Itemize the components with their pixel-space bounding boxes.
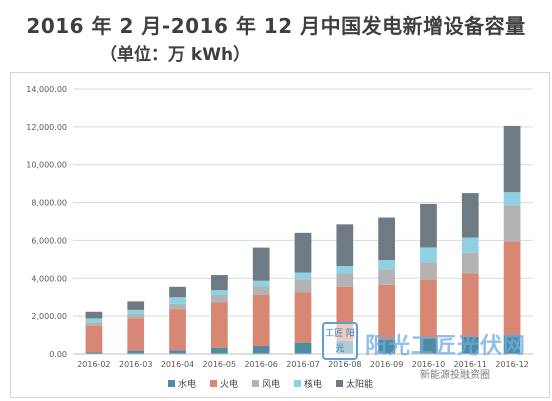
legend-swatch	[294, 380, 301, 387]
bar-segment	[503, 205, 521, 242]
bar-segment	[85, 318, 103, 323]
bar-segment	[294, 279, 312, 293]
bar-segment	[461, 252, 479, 274]
legend-swatch	[252, 380, 259, 387]
x-tick-label: 2016-02	[77, 360, 110, 369]
y-tick-label: 14,000.00	[26, 85, 67, 94]
bar-segment	[252, 346, 270, 354]
y-tick-label: 12,000.00	[26, 123, 67, 132]
legend-label: 水电	[178, 378, 196, 390]
bar-segment	[503, 335, 521, 354]
bar-segment	[294, 292, 312, 343]
bar-segment	[127, 301, 145, 310]
bar-segment	[420, 262, 437, 280]
bar-segment	[127, 318, 145, 351]
bar-segment	[169, 297, 186, 304]
bar-segment	[85, 322, 103, 326]
x-tick-label: 2016-05	[203, 360, 236, 369]
bar-segment	[211, 275, 228, 291]
legend-label: 核电	[304, 378, 322, 390]
bar-segment	[252, 286, 270, 295]
bar-segment	[420, 203, 437, 248]
bar-segment	[127, 350, 145, 354]
bar-segment	[169, 286, 186, 298]
bar-segment	[252, 247, 270, 281]
x-tick-label: 2016-09	[370, 360, 403, 369]
stacked-bar-chart: 0.00 2,000.00 4,000.00 6,000.00 8,000.00 10,0…	[26, 85, 533, 390]
bar-segment	[503, 241, 521, 336]
bar-segment	[461, 237, 479, 253]
bar-segment	[420, 247, 437, 263]
legend-label: 太阳能	[346, 378, 373, 390]
bar-segment	[127, 309, 145, 314]
page-title: 2016 年 2 月-2016 年 12 月中国发电新增设备容量	[26, 14, 526, 38]
bar-segment	[378, 269, 395, 285]
legend-swatch	[168, 380, 175, 387]
y-tick-label: 10,000.00	[26, 161, 67, 170]
bar-segment	[211, 347, 228, 354]
legend-label: 火电	[220, 378, 238, 390]
x-tick-label: 2016-06	[244, 360, 277, 369]
x-tick-label: 2016-03	[119, 360, 152, 369]
bar-segment	[420, 338, 437, 354]
bar-segment	[378, 284, 395, 340]
page-subtitle: （单位：万 kWh）	[100, 45, 251, 65]
x-tick-label: 2016-11	[454, 360, 487, 369]
watermark-account: 新能源投融资圈	[420, 370, 490, 381]
bar-segment	[127, 313, 145, 319]
x-tick-label: 2016-08	[328, 360, 361, 369]
bar-segment	[336, 265, 354, 274]
y-tick-label: 4,000.00	[31, 274, 67, 283]
y-tick-label: 6,000.00	[31, 236, 67, 245]
bar-segment	[461, 273, 479, 337]
bar-segment	[378, 339, 395, 354]
bar-segment	[378, 260, 395, 270]
y-tick-label: 8,000.00	[31, 199, 67, 208]
chart-frame: 0.00 2,000.00 4,000.00 6,000.00 8,000.00 10,0…	[10, 72, 550, 398]
x-tick-label: 2016-10	[412, 360, 445, 369]
legend-swatch	[336, 380, 343, 387]
bar-segment	[294, 232, 312, 273]
bar-segment	[420, 279, 437, 339]
bar-segment	[461, 336, 479, 354]
bar-segment	[169, 309, 186, 351]
bar-segment	[85, 311, 103, 319]
bar-segment	[211, 302, 228, 348]
watermark-logo: 工匠 阳光	[322, 322, 358, 360]
bar-segment	[378, 217, 395, 261]
bar-segment	[503, 192, 521, 206]
bar-segment	[461, 193, 479, 238]
bar-segment	[294, 342, 312, 354]
bar-segment	[211, 290, 228, 295]
bar-segment	[169, 303, 186, 310]
bar-segment	[85, 325, 103, 353]
bar-segment	[252, 280, 270, 287]
x-tick-label: 2016-12	[495, 360, 528, 369]
bar-segment	[85, 352, 103, 354]
bar-segment	[252, 294, 270, 347]
bar-segment	[503, 125, 521, 193]
legend-swatch	[210, 380, 217, 387]
bar-segment	[336, 273, 354, 287]
legend-label: 风电	[262, 378, 280, 390]
bar-segment	[294, 272, 312, 280]
y-tick-label: 0.00	[49, 350, 67, 359]
y-tick-label: 2,000.00	[31, 312, 67, 321]
bar-segment	[336, 224, 354, 266]
bar-segment	[169, 350, 186, 354]
bar-segment	[211, 294, 228, 303]
x-tick-label: 2016-04	[161, 360, 194, 369]
watermark-brand: 阳光工匠光伏网	[365, 334, 527, 359]
x-tick-label: 2016-07	[286, 360, 319, 369]
title-block: 2016 年 2 月-2016 年 12 月中国发电新增设备容量 （单位：万 k…	[0, 0, 552, 70]
